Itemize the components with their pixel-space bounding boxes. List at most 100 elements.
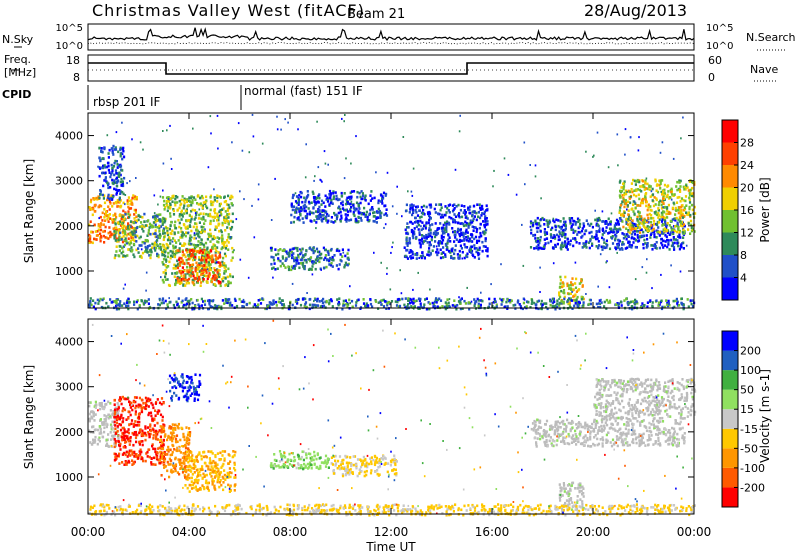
- echo-cell: [662, 210, 665, 213]
- echo-cell: [458, 249, 461, 253]
- echo-cell: [176, 303, 179, 307]
- noise-cell: [204, 228, 206, 231]
- echo-cell: [588, 231, 591, 235]
- echo-cell: [630, 220, 633, 224]
- echo-cell: [440, 234, 443, 238]
- echo-cell: [579, 231, 582, 234]
- echo-cell: [92, 197, 95, 200]
- echo-cell: [111, 420, 114, 424]
- echo-cell: [133, 213, 136, 216]
- echo-cell: [148, 244, 151, 247]
- noise-cell: [470, 300, 473, 303]
- echo-cell: [104, 176, 107, 179]
- echo-cell: [198, 230, 201, 234]
- echo-cell: [166, 227, 169, 230]
- noise-cell: [523, 141, 526, 144]
- echo-cell: [178, 278, 181, 282]
- echo-cell: [667, 302, 670, 305]
- echo-cell: [210, 280, 213, 284]
- echo-cell: [553, 300, 556, 304]
- echo-cell: [123, 176, 126, 180]
- echo-cell: [100, 147, 103, 150]
- echo-cell: [189, 271, 192, 274]
- echo-cell: [214, 304, 217, 307]
- echo-cell: [661, 192, 664, 195]
- echo-cell: [630, 246, 633, 249]
- echo-cell: [631, 207, 634, 210]
- echo-cell: [345, 216, 348, 219]
- echo-cell: [233, 297, 237, 301]
- echo-cell: [178, 269, 181, 273]
- echo-cell: [101, 211, 104, 215]
- echo-cell: [91, 410, 94, 414]
- echo-cell: [560, 247, 563, 251]
- echo-cell: [584, 241, 587, 245]
- echo-cell: [106, 196, 109, 200]
- echo-cell: [618, 239, 621, 243]
- echo-cell: [180, 257, 183, 260]
- echo-cell: [156, 433, 159, 436]
- echo-cell: [311, 190, 314, 194]
- echo-cell: [602, 246, 605, 249]
- echo-cell: [111, 300, 114, 304]
- echo-cell: [121, 461, 124, 464]
- echo-cell: [190, 217, 193, 221]
- echo-cell: [620, 186, 623, 189]
- echo-cell: [423, 256, 426, 260]
- echo-cell: [340, 194, 344, 198]
- echo-cell: [564, 227, 567, 230]
- echo-cell: [205, 260, 208, 264]
- echo-cell: [314, 261, 317, 265]
- echo-cell: [121, 240, 125, 244]
- colorbar-segment: [722, 142, 738, 165]
- echo-cell: [479, 206, 482, 210]
- noise-cell: [274, 177, 276, 180]
- echo-cell: [144, 299, 147, 303]
- echo-cell: [473, 256, 476, 259]
- echo-cell: [406, 226, 409, 229]
- echo-cell: [101, 171, 104, 175]
- echo-cell: [537, 307, 540, 311]
- echo-cell: [162, 438, 165, 442]
- echo-cell: [629, 201, 632, 205]
- echo-cell: [163, 246, 166, 249]
- echo-cell: [111, 198, 114, 201]
- echo-cell: [554, 245, 557, 248]
- noise-cell: [344, 114, 346, 116]
- echo-cell: [477, 253, 480, 257]
- echo-cell: [462, 222, 465, 226]
- echo-cell: [460, 297, 463, 300]
- echo-cell: [450, 249, 454, 253]
- echo-cell: [180, 272, 183, 275]
- echo-cell: [412, 236, 415, 240]
- echo-cell: [631, 305, 634, 308]
- echo-cell: [169, 256, 172, 260]
- echo-cell: [115, 412, 118, 415]
- echo-cell: [549, 240, 553, 243]
- echo-cell: [622, 225, 625, 229]
- echo-cell: [660, 215, 663, 219]
- echo-cell: [130, 199, 133, 203]
- echo-cell: [425, 297, 428, 300]
- noise-cell: [662, 206, 664, 209]
- noise-cell: [624, 153, 626, 156]
- cpid-mode-normal: normal (fast) 151 IF: [244, 84, 363, 98]
- echo-cell: [603, 305, 606, 308]
- echo-cell: [296, 246, 299, 250]
- echo-cell: [442, 246, 445, 249]
- echo-cell: [434, 230, 437, 233]
- echo-cell: [344, 254, 347, 258]
- echo-cell: [301, 200, 304, 204]
- echo-cell: [163, 231, 166, 235]
- echo-cell: [531, 300, 534, 303]
- echo-cell: [673, 241, 676, 245]
- echo-cell: [680, 205, 683, 209]
- echo-cell: [659, 199, 662, 203]
- echo-cell: [463, 256, 466, 260]
- echo-cell: [166, 231, 169, 235]
- echo-cell: [295, 201, 299, 205]
- echo-cell: [410, 257, 413, 260]
- echo-cell: [117, 440, 121, 443]
- echo-cell: [201, 218, 204, 221]
- echo-cell: [310, 201, 313, 204]
